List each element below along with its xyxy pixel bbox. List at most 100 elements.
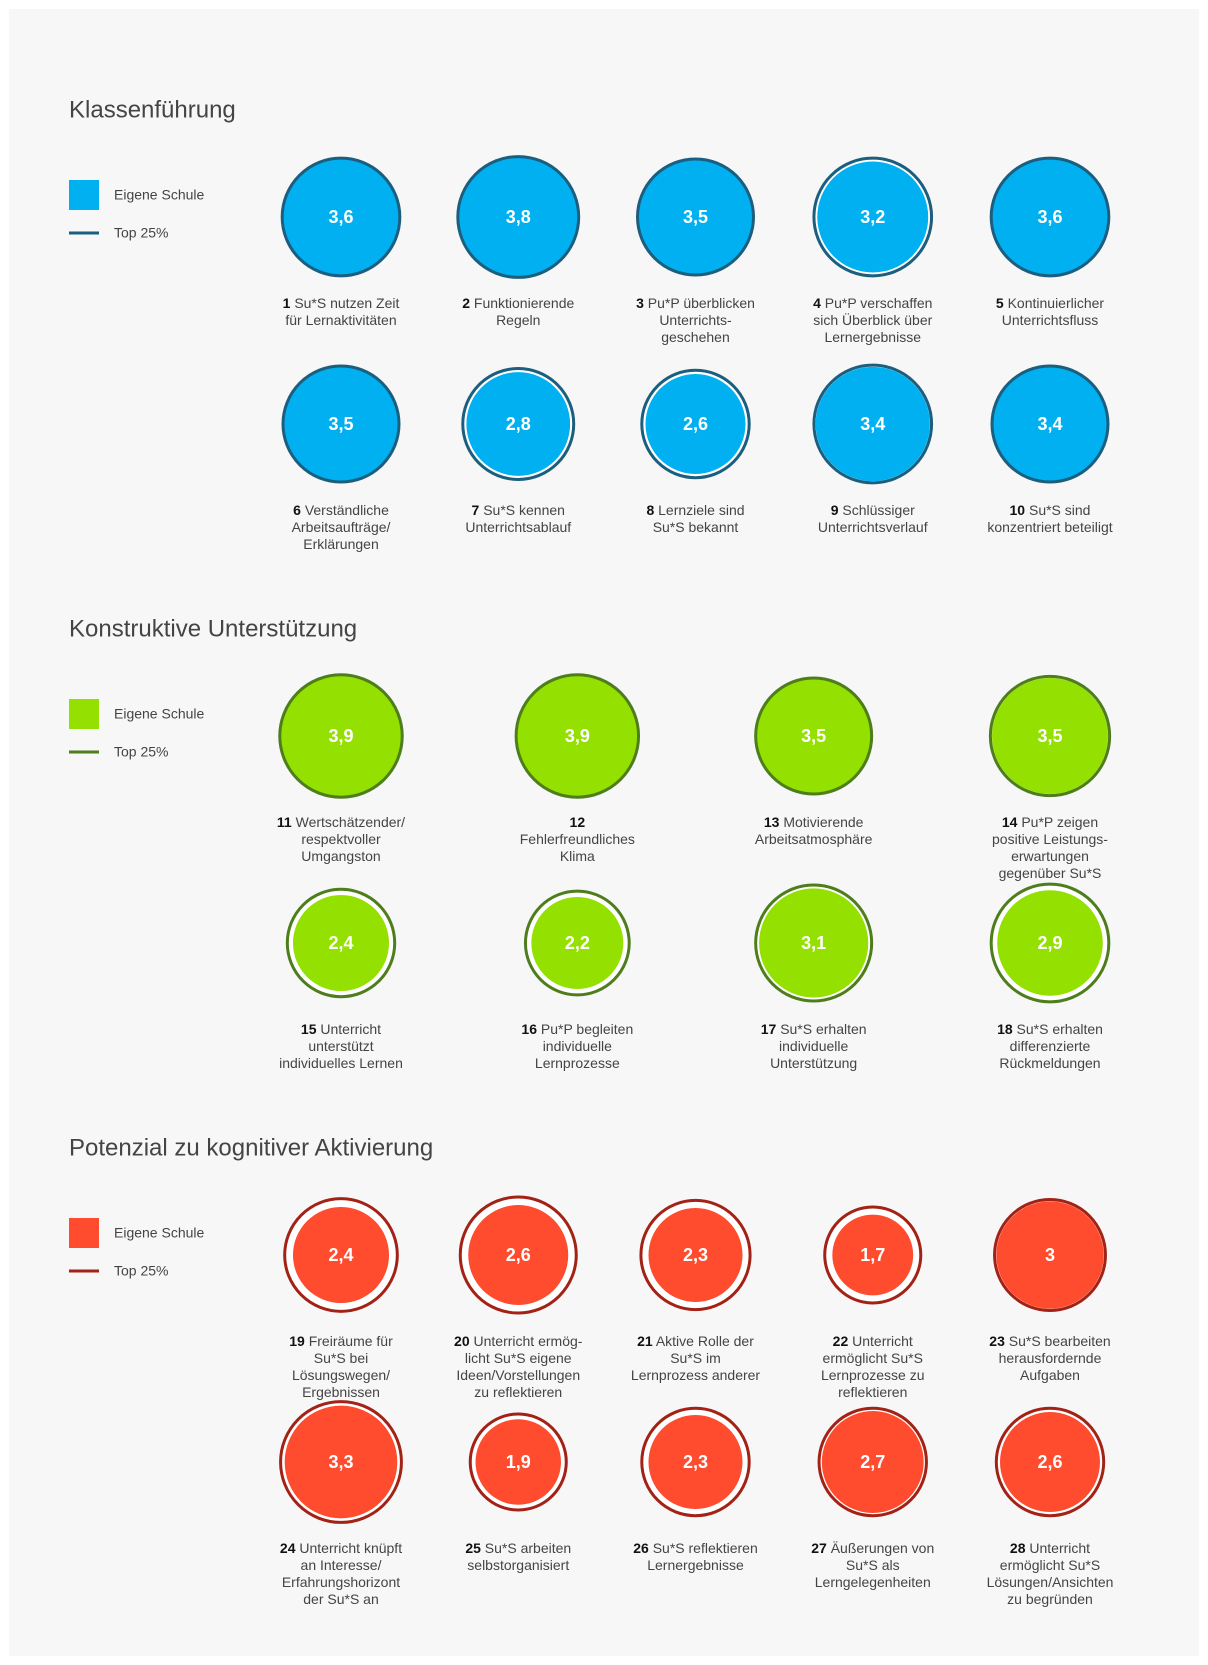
value-label: 1,7	[860, 1245, 885, 1265]
item-number: 21	[637, 1333, 653, 1349]
bubble	[645, 374, 746, 474]
item-label: 8 Lernziele sind Su*S bekannt	[621, 502, 771, 536]
item-label: 13 Motivierende Arbeitsatmosphäre	[739, 814, 889, 848]
item-label: 3 Pu*P überblicken Unterrichts- geschehe…	[621, 295, 771, 346]
bubble	[815, 366, 930, 482]
item-number: 4	[813, 295, 821, 311]
item-text: Su*S bearbeiten herausfordernde Aufgaben	[998, 1333, 1111, 1383]
item-text: Unterricht knüpft an Interesse/ Erfahrun…	[281, 1540, 403, 1607]
item-number: 23	[989, 1333, 1005, 1349]
top25-ring	[989, 882, 1111, 1004]
bubble	[475, 1419, 561, 1505]
legend-label: Eigene Schule	[114, 706, 205, 722]
bubble	[821, 1411, 924, 1513]
value-label: 3,4	[860, 414, 885, 434]
item-label: 15 Unterricht unterstützt individuelles …	[266, 1021, 416, 1072]
value-label: 2,3	[683, 1452, 708, 1472]
item-label: 18 Su*S erhalten differenzierte Rückmeld…	[975, 1021, 1125, 1072]
item-number: 9	[830, 502, 839, 518]
top25-ring	[278, 673, 404, 799]
value-label: 2,8	[506, 414, 531, 434]
value-label: 2,6	[683, 414, 708, 434]
top25-ring	[988, 674, 1112, 798]
top25-ring	[280, 156, 402, 278]
value-label: 3,1	[801, 933, 826, 953]
top25-ring	[468, 1412, 568, 1512]
item-label: 24 Unterricht knüpft an Interesse/ Erfah…	[266, 1540, 416, 1608]
item-label: 7 Su*S kennen Unterrichtsablauf	[443, 502, 593, 536]
item-label: 25 Su*S arbeiten selbstorganisiert	[443, 1540, 593, 1574]
top25-ring	[640, 1406, 751, 1518]
item-label: 12 Fehlerfreundliches Klima	[502, 814, 652, 865]
top25-ring	[994, 1406, 1106, 1518]
item-number: 2	[462, 295, 470, 311]
bubble	[516, 674, 639, 798]
top25-ring	[283, 1197, 399, 1313]
top25-ring	[279, 1400, 403, 1524]
section-title: Klassenführung	[69, 96, 236, 123]
item-number: 20	[454, 1333, 470, 1349]
item-number: 16	[521, 1021, 537, 1037]
item-text: Motivierende Arbeitsatmosphäre	[754, 814, 873, 847]
top25-ring	[514, 673, 641, 799]
item-label: 2 Funktionierende Regeln	[443, 295, 593, 329]
item-label: 9 Schlüssiger Unterrichtsverlauf	[798, 502, 948, 536]
item-number: 25	[465, 1540, 481, 1556]
top25-ring	[817, 1406, 928, 1518]
item-number: 22	[832, 1333, 849, 1349]
value-label: 3	[1045, 1245, 1055, 1265]
bubble	[283, 366, 399, 482]
item-number: 3	[636, 295, 644, 311]
top25-ring	[523, 889, 631, 997]
item-number: 19	[289, 1333, 305, 1349]
value-label: 3,5	[801, 726, 826, 746]
value-label: 3,6	[328, 207, 353, 227]
value-label: 3,5	[1037, 726, 1062, 746]
value-label: 3,8	[506, 207, 531, 227]
value-label: 1,9	[506, 1452, 531, 1472]
item-label: 22 Unterricht ermöglicht Su*S Lernprozes…	[798, 1333, 948, 1401]
top25-ring	[639, 1198, 752, 1312]
item-label: 10 Su*S sind konzentriert beteiligt	[975, 502, 1125, 536]
panel	[9, 9, 1199, 1656]
value-label: 3,2	[860, 207, 885, 227]
item-number: 15	[300, 1021, 317, 1037]
item-text: Unterricht ermöglicht Su*S Lernprozesse …	[820, 1333, 925, 1400]
top25-ring	[281, 364, 401, 484]
bubble	[755, 678, 872, 794]
item-number: 1	[282, 295, 291, 311]
item-number: 26	[633, 1540, 649, 1556]
item-number: 11	[276, 814, 292, 830]
item-number: 10	[1009, 502, 1026, 518]
bubble	[279, 674, 403, 798]
value-label: 2,4	[328, 1245, 353, 1265]
value-label: 3,4	[1037, 414, 1062, 434]
top25-ring	[456, 155, 581, 279]
item-text: Funktionierende Regeln	[473, 295, 575, 328]
bubble	[997, 890, 1103, 996]
top25-ring	[990, 364, 1110, 484]
section-title: Konstruktive Unterstützung	[69, 615, 357, 642]
item-text: Su*S arbeiten selbstorganisiert	[467, 1540, 572, 1573]
legend-swatch	[69, 180, 99, 210]
bubble	[282, 158, 400, 276]
item-text: Pu*P begleiten individuelle Lernprozesse	[534, 1021, 634, 1071]
item-label: 27 Äußerungen von Su*S als Lerngelegenhe…	[798, 1540, 948, 1591]
item-number: 12	[569, 814, 586, 830]
top25-ring	[640, 368, 751, 480]
item-text: Unterricht unterstützt individuelles Ler…	[279, 1021, 403, 1071]
legend-swatch	[69, 1218, 99, 1248]
item-text: Unterricht ermög- licht Su*S eigene Idee…	[456, 1333, 583, 1400]
item-label: 28 Unterricht ermöglicht Su*S Lösungen/A…	[975, 1540, 1125, 1608]
item-label: 20 Unterricht ermög- licht Su*S eigene I…	[443, 1333, 593, 1401]
value-label: 2,2	[565, 933, 590, 953]
bubble	[996, 1201, 1104, 1309]
item-label: 26 Su*S reflektieren Lernergebnisse	[621, 1540, 771, 1574]
item-label: 21 Aktive Rolle der Su*S im Lernprozess …	[621, 1333, 771, 1384]
item-text: Fehlerfreundliches Klima	[519, 831, 635, 864]
top25-ring	[812, 156, 934, 278]
item-number: 18	[997, 1021, 1013, 1037]
item-label: 6 Verständliche Arbeitsaufträge/ Erkläru…	[266, 502, 416, 553]
item-text: Su*S sind konzentriert beteiligt	[987, 502, 1113, 535]
